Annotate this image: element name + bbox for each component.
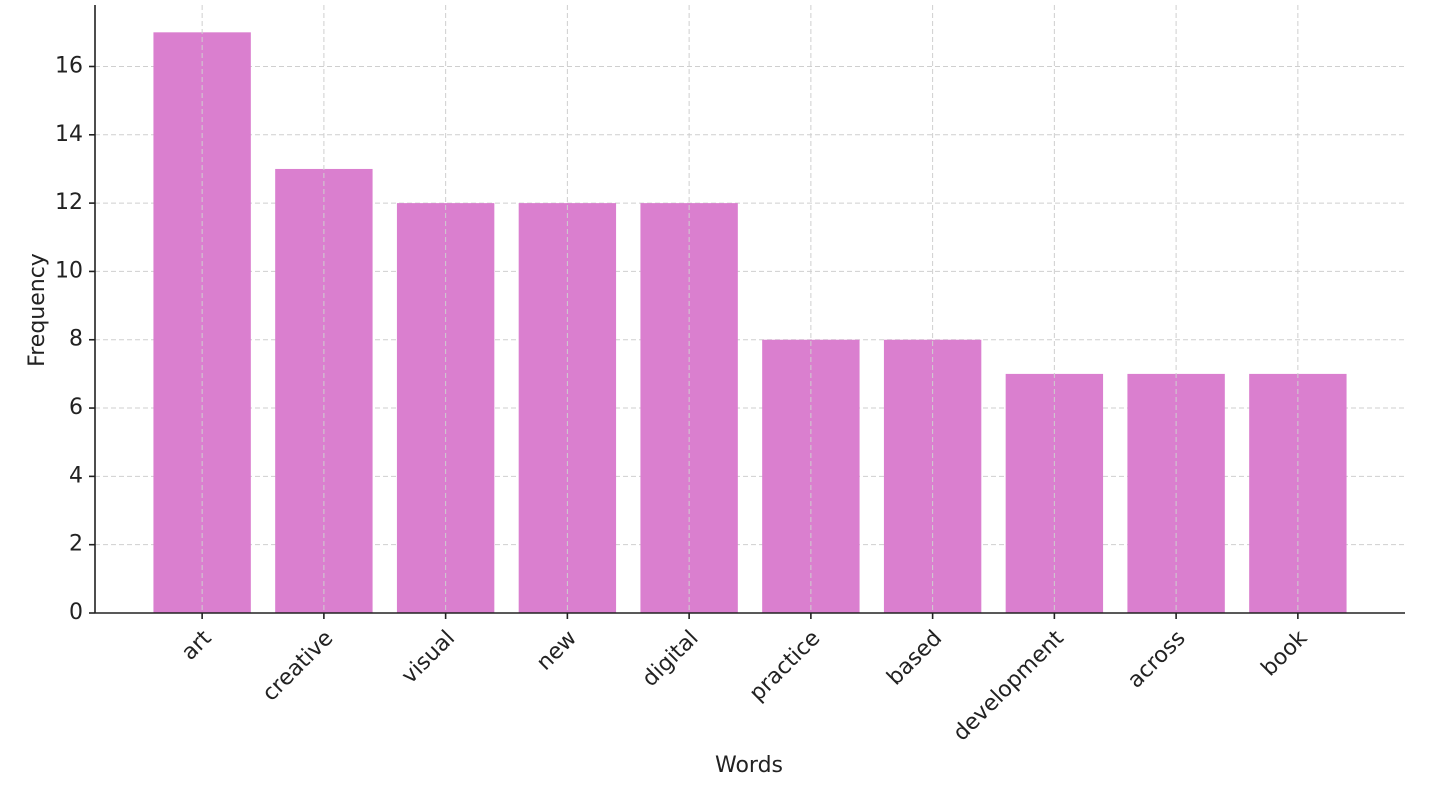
x-tick-label: practice <box>745 626 826 707</box>
y-axis-label: Frequency <box>25 253 50 367</box>
x-tick-label: development <box>949 626 1070 747</box>
x-tick-label: creative <box>258 626 339 707</box>
x-tick-label: based <box>882 626 947 691</box>
y-tick-label: 16 <box>55 53 83 78</box>
x-tick-label: new <box>532 626 582 676</box>
y-tick-label: 10 <box>55 258 83 283</box>
y-tick-label: 2 <box>69 532 83 557</box>
bar <box>762 339 860 613</box>
x-tick-label: book <box>1257 626 1313 682</box>
x-axis-label: Words <box>715 753 783 778</box>
y-tick-label: 0 <box>69 600 83 625</box>
x-tick-label: art <box>177 626 217 666</box>
y-tick-label: 8 <box>69 327 83 352</box>
y-tick-label: 14 <box>55 122 83 147</box>
x-tick-label: across <box>1123 626 1191 694</box>
bar <box>883 339 982 613</box>
y-tick-label: 4 <box>69 463 83 488</box>
x-tick-label: visual <box>397 626 460 689</box>
y-tick-label: 6 <box>69 395 83 420</box>
y-tick-label: 12 <box>55 190 83 215</box>
x-tick-label: digital <box>638 626 704 692</box>
